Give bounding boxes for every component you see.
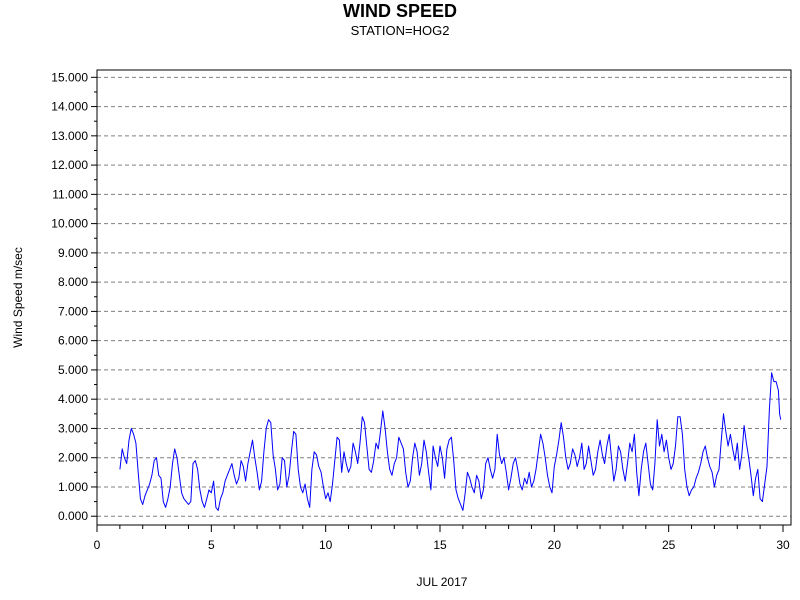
x-axis: 0 5 10 15 20 25 30 bbox=[94, 525, 790, 552]
y-tick-label: 2.000 bbox=[58, 451, 88, 465]
y-tick-label: 3.000 bbox=[58, 421, 88, 435]
x-tick-label: 30 bbox=[776, 538, 790, 552]
y-tick-label: 11.000 bbox=[52, 187, 88, 201]
y-tick-label: 15.000 bbox=[51, 70, 88, 84]
grid-lines bbox=[97, 76, 791, 517]
x-tick-label: 10 bbox=[319, 538, 333, 552]
x-tick-label: 25 bbox=[662, 538, 676, 552]
series-layer bbox=[119, 372, 782, 511]
y-tick-label: 5.000 bbox=[58, 363, 88, 377]
y-axis: 0.000 1.000 2.000 3.000 4.000 5.000 6.000 7.000… bbox=[51, 70, 97, 523]
chart-title: WIND SPEED bbox=[342, 1, 457, 21]
x-axis-label: JUL 2017 bbox=[417, 575, 468, 589]
chart-subtitle: STATION=HOG2 bbox=[350, 23, 450, 38]
y-tick-label: 1.000 bbox=[58, 480, 88, 494]
y-tick-label: 9.000 bbox=[58, 246, 88, 260]
y-tick-label: 7.000 bbox=[58, 304, 88, 318]
x-tick-label: 15 bbox=[433, 538, 447, 552]
y-axis-label: Wind Speed m/sec bbox=[11, 247, 25, 348]
x-tick-label: 0 bbox=[94, 538, 101, 552]
y-tick-label: 6.000 bbox=[58, 334, 88, 348]
plot-frame bbox=[96, 69, 792, 526]
y-tick-label: 13.000 bbox=[51, 129, 88, 143]
x-tick-label: 5 bbox=[208, 538, 215, 552]
y-tick-label: 10.000 bbox=[51, 217, 88, 231]
series-line bbox=[119, 372, 782, 511]
y-tick-label: 14.000 bbox=[51, 100, 88, 114]
y-tick-label: 12.000 bbox=[51, 158, 88, 172]
y-tick-label: 0.000 bbox=[58, 509, 88, 523]
x-tick-label: 20 bbox=[548, 538, 562, 552]
y-tick-label: 4.000 bbox=[58, 392, 88, 406]
y-tick-label: 8.000 bbox=[58, 275, 88, 289]
